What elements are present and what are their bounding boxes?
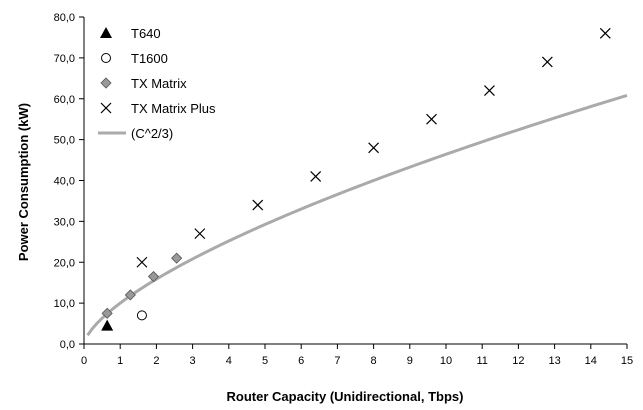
- tx-matrix-point: [101, 307, 113, 319]
- t1600-point: [136, 310, 147, 321]
- tx-matrix-point: [124, 289, 136, 301]
- legend-marker: [101, 53, 111, 63]
- tx-matrix-plus-point: [368, 142, 380, 154]
- x-tick-label: 0: [81, 355, 87, 367]
- x-axis-title: Router Capacity (Unidirectional, Tbps): [227, 389, 464, 404]
- x-tick-label: 4: [226, 355, 232, 367]
- tx-matrix-plus-point: [541, 56, 553, 68]
- curve-layer: [86, 93, 628, 337]
- tx-matrix-point: [147, 270, 160, 283]
- y-tick-label: 30,0: [54, 216, 75, 228]
- x-tick-label: 11: [476, 355, 487, 367]
- legend-label: TX Matrix: [131, 76, 187, 91]
- y-axis-ticks: 0,0 10,0 20,0 30,0 40,0 50,0 60,0 70,0 80,0: [54, 12, 84, 351]
- plot-area: 0 1 2 3 4 5 6 7 8 9 10 11 12 13 14 15 0,010,020,030,040…: [54, 12, 634, 367]
- x-tick-label: 2: [153, 355, 159, 367]
- legend-label: TX Matrix Plus: [131, 101, 216, 116]
- y-tick-label: 0,0: [60, 339, 75, 351]
- y-tick-label: 80,0: [54, 12, 75, 24]
- legend-marker: [100, 102, 112, 114]
- y-tick-label: 40,0: [54, 176, 75, 188]
- x-tick-label: 15: [621, 355, 633, 367]
- tx-matrix-plus-point: [252, 199, 264, 211]
- c-two-thirds-curve: [86, 93, 628, 337]
- x-tick-label: 8: [371, 355, 377, 367]
- tx-matrix-plus-point: [136, 256, 148, 268]
- y-tick-label: 10,0: [54, 298, 75, 310]
- x-axis-ticks: 0 1 2 3 4 5 6 7 8 9 10 11 12 13 14 15: [81, 344, 633, 367]
- legend-item--c-2-3-: (C^2/3): [98, 126, 173, 141]
- y-tick-label: 20,0: [54, 257, 75, 269]
- x-tick-label: 6: [298, 355, 304, 367]
- y-tick-label: 60,0: [54, 94, 75, 106]
- legend: T640 T1600 TX Matrix TX Matrix Plus (C^2/3): [98, 26, 216, 141]
- tx-matrix-plus-point: [426, 113, 437, 125]
- x-tick-label: 12: [512, 355, 524, 367]
- x-tick-label: 13: [548, 355, 560, 367]
- y-axis-title: Power Consumption (kW): [16, 103, 31, 261]
- x-tick-label: 14: [585, 355, 597, 367]
- legend-item-t1600: T1600: [101, 51, 168, 66]
- x-tick-label: 7: [334, 355, 340, 367]
- tx-matrix-plus-point: [310, 170, 322, 182]
- marks-layer: [101, 27, 611, 331]
- legend-item-t640: T640: [100, 26, 161, 41]
- tx-matrix-plus-point: [599, 27, 611, 39]
- legend-label: (C^2/3): [131, 126, 173, 141]
- tx-matrix-plus-point: [484, 85, 495, 96]
- legend-marker: [100, 27, 112, 38]
- legend-item-tx-matrix: TX Matrix: [100, 76, 187, 91]
- x-tick-label: 1: [117, 355, 123, 367]
- y-tick-label: 50,0: [54, 135, 75, 147]
- legend-marker: [100, 77, 112, 89]
- x-tick-label: 10: [440, 355, 452, 367]
- x-tick-label: 3: [190, 355, 196, 367]
- tx-matrix-point: [171, 252, 183, 264]
- x-tick-label: 9: [407, 355, 413, 367]
- tx-matrix-plus-point: [194, 228, 206, 240]
- legend-item-tx-matrix-plus: TX Matrix Plus: [100, 101, 216, 116]
- legend-label: T1600: [131, 51, 168, 66]
- x-tick-label: 5: [262, 355, 268, 367]
- legend-label: T640: [131, 26, 161, 41]
- t640-point: [101, 319, 114, 331]
- y-tick-label: 70,0: [54, 53, 75, 65]
